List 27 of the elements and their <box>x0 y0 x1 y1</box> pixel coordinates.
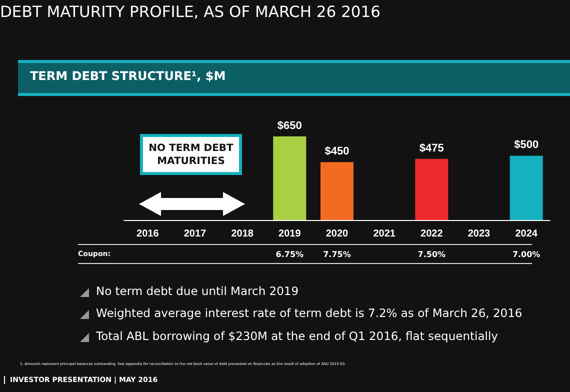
data-label: $500 <box>514 139 539 152</box>
x-tick-label: 2023 <box>468 228 491 240</box>
x-tick-label: 2017 <box>184 228 207 240</box>
data-label: $475 <box>419 142 444 154</box>
text: No term debt due until March 2019 <box>96 284 299 298</box>
bar <box>415 158 448 220</box>
x-tick-label: 2019 <box>278 228 302 240</box>
text: 6.75% <box>274 250 305 259</box>
x-tick-label: 2022 <box>420 228 444 240</box>
text: 7.00% <box>511 250 542 259</box>
bar <box>320 162 354 220</box>
x-tick-label: 2024 <box>515 228 538 240</box>
chart-subtitle: TERM DEBT STRUCTURE¹, $M <box>30 69 226 83</box>
chart-title: DEBT MATURITY PROFILE, AS OF MARCH 26 2016 <box>0 3 381 21</box>
text: Weighted average interest rate of term debt is 7.2% as of March 26, 2016 <box>96 306 522 320</box>
text: 7.75% <box>322 250 352 259</box>
x-tick-label: 2016 <box>136 228 160 240</box>
annotation: NO TERM DEBT MATURITIES <box>140 134 242 175</box>
text: Total ABL borrowing of $230M at the end of Q1 2016, flat sequentially <box>96 329 498 343</box>
bar <box>510 156 543 220</box>
x-tick-label: 2021 <box>373 228 396 240</box>
x-tick-label: 2018 <box>231 228 254 240</box>
text: 7.50% <box>416 250 447 259</box>
bar <box>273 136 306 220</box>
data-label: $650 <box>277 120 302 132</box>
data-label: $450 <box>324 146 350 158</box>
x-tick-label: 2020 <box>326 228 349 240</box>
